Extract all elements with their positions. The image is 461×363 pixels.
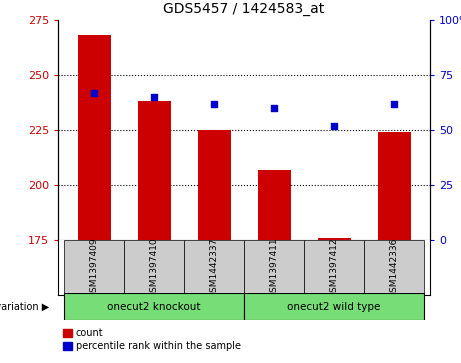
Text: GSM1397411: GSM1397411 [270, 237, 278, 298]
Text: GSM1442336: GSM1442336 [390, 237, 398, 298]
Bar [64, 240, 124, 295]
Point [270, 105, 278, 111]
Title: GDS5457 / 1424583_at: GDS5457 / 1424583_at [163, 2, 325, 16]
Bar [184, 240, 244, 295]
Bar [197, 130, 230, 240]
Point [210, 101, 218, 106]
Text: onecut2 knockout: onecut2 knockout [107, 302, 201, 311]
Bar [364, 240, 424, 295]
Point [390, 101, 398, 106]
Bar [244, 240, 304, 295]
Bar [304, 240, 364, 295]
Text: GSM1397409: GSM1397409 [89, 237, 99, 298]
Bar [244, 293, 424, 320]
Text: onecut2 wild type: onecut2 wild type [287, 302, 381, 311]
Bar [318, 238, 350, 240]
Legend: count, percentile rank within the sample: count, percentile rank within the sample [63, 329, 241, 351]
Bar [137, 101, 171, 240]
Point [331, 123, 338, 129]
Text: GSM1397412: GSM1397412 [330, 237, 338, 298]
Text: genotype/variation ▶: genotype/variation ▶ [0, 302, 49, 311]
Point [150, 94, 158, 100]
Bar [124, 240, 184, 295]
Point [90, 90, 98, 95]
Bar [258, 170, 290, 240]
Bar [64, 293, 244, 320]
Text: GSM1442337: GSM1442337 [209, 237, 219, 298]
Text: GSM1397410: GSM1397410 [149, 237, 159, 298]
Bar [77, 36, 111, 240]
Bar [378, 132, 410, 240]
